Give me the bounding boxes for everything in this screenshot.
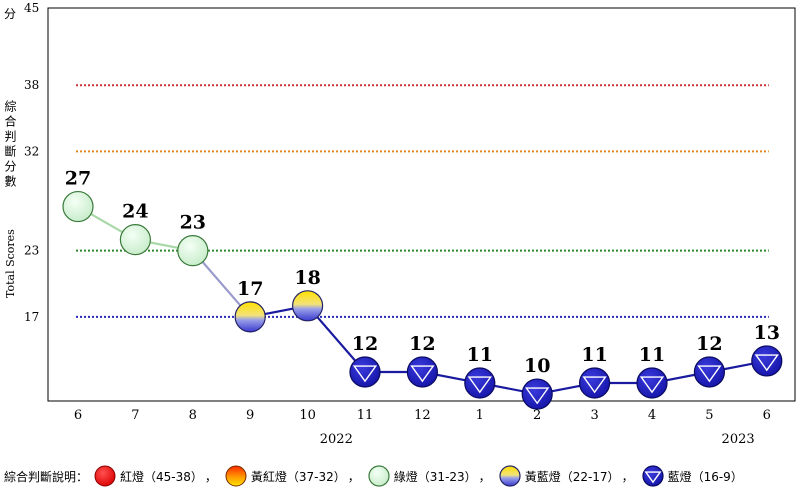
data-labels: 27 24 23 17 18 12 12 11 10 11 11 12 13 — [65, 168, 780, 378]
data-label: 11 — [639, 344, 665, 366]
legend-title: 綜合判斷說明： — [4, 469, 89, 484]
data-label: 18 — [294, 267, 320, 289]
y-tick-label: 23 — [24, 244, 39, 258]
data-label: 24 — [122, 201, 148, 223]
legend-separator: ， — [478, 469, 491, 484]
x-tick-label: 10 — [299, 408, 316, 423]
signal-marker-blue — [578, 367, 611, 399]
data-label: 12 — [352, 333, 378, 355]
yellow-blue-light-icon — [499, 465, 521, 487]
signal-marker-blue — [406, 356, 438, 388]
x-tick-label: 1 — [476, 408, 484, 423]
signal-marker-yellow-blue — [292, 290, 324, 322]
x-tick-label: 4 — [648, 408, 656, 423]
green-light-icon-shape — [368, 465, 390, 487]
legend-item-red: 紅燈（45-38） — [88, 465, 203, 487]
x-tick-label: 9 — [246, 408, 254, 423]
x-tick-label: 12 — [414, 408, 431, 423]
signal-marker-blue — [521, 378, 553, 410]
y-tick-label: 32 — [24, 144, 39, 158]
legend-item-label: 綠燈（31-23） — [393, 469, 477, 484]
signal-markers — [62, 190, 783, 410]
legend-item-label: 紅燈（45-38） — [120, 469, 203, 484]
legend-separator: ， — [621, 469, 634, 484]
data-label: 13 — [754, 322, 780, 344]
y-axis-title-en: Total Scores — [4, 229, 17, 298]
plot-area — [47, 7, 796, 402]
signal-marker-green — [62, 190, 94, 223]
x-tick-label: 2 — [533, 408, 541, 423]
red-light-icon — [94, 465, 116, 487]
legend-item-blue: 藍燈（16-9） — [636, 465, 743, 487]
legend-separator: ， — [347, 469, 360, 484]
data-label: 27 — [65, 168, 91, 190]
x-axis-ticks: 6 7 8 9 10 11 12 1 2 3 4 5 6 — [74, 408, 771, 423]
y-tick-label: 38 — [24, 78, 39, 92]
signal-marker-yellow-blue — [234, 301, 266, 333]
legend-item-yellow-red: 黃紅燈（37-32） — [219, 465, 346, 487]
legend-separator: ， — [204, 469, 217, 484]
data-label: 23 — [180, 212, 206, 234]
year-label: 2023 — [722, 432, 755, 447]
legend-item-label: 藍燈（16-9） — [667, 469, 743, 484]
legend-item-green: 綠燈（31-23） — [362, 465, 477, 487]
data-label: 11 — [467, 344, 493, 366]
blue-light-icon — [641, 465, 664, 487]
x-tick-label: 3 — [590, 408, 598, 423]
legend-item-label: 黃紅燈（37-32） — [250, 469, 346, 484]
data-label: 10 — [524, 355, 550, 377]
y-unit-label: 分 — [4, 7, 16, 21]
yellow-red-light-icon-shape — [225, 465, 247, 487]
legend: 綜合判斷說明： 紅燈（45-38），黃紅燈（37-32），綠燈（31-23），黃… — [0, 462, 800, 490]
yellow-red-light-icon — [225, 465, 247, 487]
data-label: 12 — [696, 333, 722, 355]
signal-marker-green — [177, 235, 209, 267]
red-light-icon-shape — [94, 465, 116, 487]
y-axis-ticks: 17 23 32 38 45 — [24, 1, 39, 324]
signal-marker-blue — [636, 367, 668, 399]
signal-marker-green — [119, 224, 151, 256]
x-tick-label: 7 — [131, 408, 139, 423]
signal-marker-blue — [751, 345, 783, 377]
signal-marker-blue — [693, 356, 726, 388]
x-tick-label: 6 — [763, 408, 771, 423]
y-tick-label: 45 — [24, 1, 39, 15]
legend-item-yellow-blue: 黃藍燈（22-17） — [493, 465, 620, 487]
y-axis-title-zh: 綜合判斷分數 — [3, 100, 17, 190]
threshold-lines — [76, 84, 769, 318]
x-tick-label: 11 — [357, 408, 374, 423]
x-tick-label: 5 — [705, 408, 713, 423]
data-label: 12 — [409, 333, 435, 355]
data-label: 17 — [237, 278, 263, 300]
year-labels: 2022 2023 — [320, 432, 755, 447]
year-label: 2022 — [320, 432, 353, 447]
green-light-icon — [368, 465, 390, 487]
yellow-blue-light-icon-shape — [499, 465, 521, 487]
x-tick-label: 8 — [189, 408, 197, 423]
blue-light-icon-shape — [641, 465, 664, 487]
signal-marker-blue — [349, 356, 381, 388]
y-tick-label: 17 — [24, 310, 39, 324]
legend-item-label: 黃藍燈（22-17） — [524, 469, 620, 484]
data-label: 11 — [581, 344, 607, 366]
x-tick-label: 6 — [74, 408, 82, 423]
signal-marker-blue — [464, 367, 496, 399]
